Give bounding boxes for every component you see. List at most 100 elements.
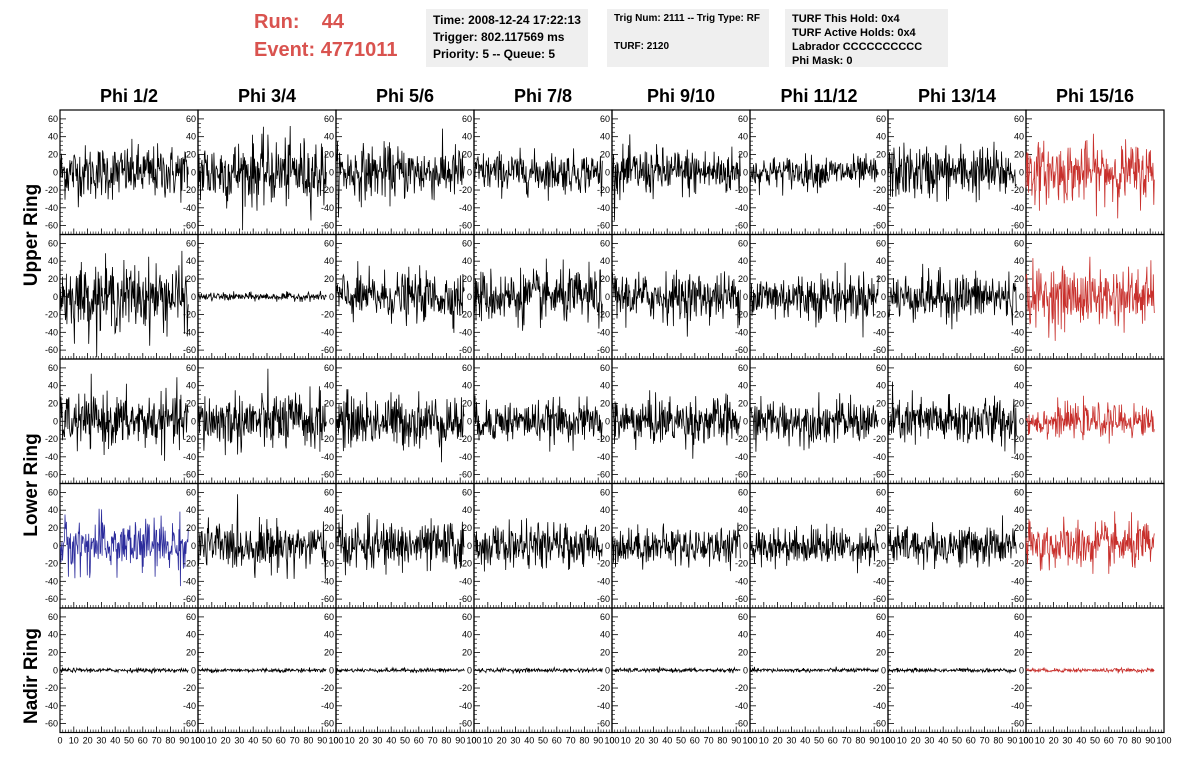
y-tick-label-r0-c4-3: 0 [605, 167, 610, 177]
x-tick-label-c1-0: 0 [195, 736, 200, 746]
column-header-phi-9-10: Phi 9/10 [646, 86, 716, 106]
y-tick-label-r2-c5-1: -40 [735, 452, 748, 462]
y-tick-label-r3-c4-3: 0 [605, 541, 610, 551]
y-tick-label-r0-c1-3: 0 [191, 167, 196, 177]
y-tick-label-r2-c3-4: 20 [462, 398, 472, 408]
y-tick-label-r3-c7-5: 40 [1014, 505, 1024, 515]
x-tick-label-c2-1: 10 [345, 736, 355, 746]
waveform-trace-r2-c0 [59, 373, 189, 461]
labrador-text: Labrador CCCCCCCCCC [792, 41, 923, 53]
y-tick-label-r2-c5-0: -60 [735, 470, 748, 480]
x-tick-label-c1-5: 50 [262, 736, 272, 746]
y-tick-label-r4-c2-4: 20 [324, 647, 334, 657]
waveform-trace-r2-c1 [197, 368, 327, 456]
y-tick-label-r1-c4-0: -60 [597, 345, 610, 355]
y-tick-label-r3-c3-2: -20 [459, 559, 472, 569]
y-tick-label-r4-c0-0: -60 [45, 719, 58, 729]
time-info-box: Time: 2008-12-24 17:22:13 Trigger: 802.1… [426, 9, 588, 67]
y-tick-label-r3-c6-4: 20 [876, 523, 886, 533]
x-tick-label-c2-6: 60 [414, 736, 424, 746]
y-tick-label-r1-c1-2: -20 [183, 310, 196, 320]
y-tick-label-r2-c1-2: -20 [183, 434, 196, 444]
y-tick-label-r1-c7-4: 20 [1014, 274, 1024, 284]
waveform-trace-r4-c0 [59, 666, 189, 674]
y-tick-label-r1-c7-0: -60 [1011, 345, 1024, 355]
x-tick-label-c1-6: 60 [276, 736, 286, 746]
y-tick-label-r1-c2-4: 20 [324, 274, 334, 284]
x-tick-label-c1-2: 20 [221, 736, 231, 746]
y-tick-label-r3-c2-0: -60 [321, 594, 334, 604]
run-event-block: Run: 44 Event: 4771011 [254, 8, 397, 64]
y-tick-label-r0-c1-0: -60 [183, 221, 196, 231]
x-tick-label-c7-6: 60 [1104, 736, 1114, 746]
y-tick-label-r3-c0-5: 40 [48, 505, 58, 515]
x-tick-label-c5-4: 40 [800, 736, 810, 746]
y-tick-label-r3-c5-6: 60 [738, 487, 748, 497]
x-tick-label-c0-10: 100 [190, 736, 205, 746]
y-tick-label-r3-c5-5: 40 [738, 505, 748, 515]
y-tick-label-r0-c2-6: 60 [324, 114, 334, 124]
y-tick-label-r0-c3-6: 60 [462, 114, 472, 124]
event-value: 4771011 [320, 39, 398, 61]
x-tick-label-c3-5: 50 [538, 736, 548, 746]
y-tick-label-r2-c7-3: 0 [1019, 416, 1024, 426]
y-tick-label-r0-c1-1: -40 [183, 203, 196, 213]
y-tick-label-r2-c4-4: 20 [600, 398, 610, 408]
y-tick-label-r0-c5-2: -20 [735, 185, 748, 195]
y-tick-label-r4-c5-3: 0 [743, 665, 748, 675]
y-tick-label-r2-c3-3: 0 [467, 416, 472, 426]
y-tick-label-r1-c2-6: 60 [324, 238, 334, 248]
y-tick-label-r0-c0-4: 20 [48, 149, 58, 159]
y-tick-label-r4-c4-6: 60 [600, 612, 610, 622]
y-tick-label-r3-c7-4: 20 [1014, 523, 1024, 533]
y-tick-label-r0-c7-4: 20 [1014, 149, 1024, 159]
y-tick-label-r0-c2-1: -40 [321, 203, 334, 213]
y-tick-label-r4-c3-4: 20 [462, 647, 472, 657]
x-tick-label-c2-8: 80 [441, 736, 451, 746]
y-tick-label-r0-c7-2: -20 [1011, 185, 1024, 195]
y-tick-label-r2-c7-0: -60 [1011, 470, 1024, 480]
y-tick-label-r1-c2-3: 0 [329, 292, 334, 302]
y-tick-label-r2-c4-6: 60 [600, 363, 610, 373]
y-tick-label-r4-c2-5: 40 [324, 630, 334, 640]
x-tick-label-c2-3: 30 [372, 736, 382, 746]
y-tick-label-r0-c5-6: 60 [738, 114, 748, 124]
y-tick-label-r3-c1-1: -40 [183, 576, 196, 586]
y-tick-label-r0-c1-6: 60 [186, 114, 196, 124]
waveform-trace-r4-c1 [197, 667, 327, 674]
y-tick-label-r2-c2-5: 40 [324, 381, 334, 391]
y-tick-label-r3-c5-4: 20 [738, 523, 748, 533]
y-tick-label-r1-c7-5: 40 [1014, 256, 1024, 266]
y-tick-label-r1-c6-1: -40 [873, 327, 886, 337]
trigger-text: Trigger: 802.117569 ms [433, 30, 565, 44]
waveform-trace-r4-c4 [611, 666, 741, 674]
x-tick-label-c4-1: 10 [621, 736, 631, 746]
y-tick-label-r1-c0-5: 40 [48, 256, 58, 266]
y-tick-label-r3-c6-0: -60 [873, 594, 886, 604]
y-tick-label-r4-c1-6: 60 [186, 612, 196, 622]
y-tick-label-r2-c6-2: -20 [873, 434, 886, 444]
x-tick-label-c5-1: 10 [759, 736, 769, 746]
y-tick-label-r0-c4-2: -20 [597, 185, 610, 195]
y-tick-label-r0-c3-5: 40 [462, 132, 472, 142]
x-tick-label-c5-2: 20 [773, 736, 783, 746]
y-tick-label-r2-c2-6: 60 [324, 363, 334, 373]
y-tick-label-r4-c7-2: -20 [1011, 683, 1024, 693]
y-tick-label-r4-c0-6: 60 [48, 612, 58, 622]
x-tick-label-c2-0: 0 [333, 736, 338, 746]
waveform-trace-r2-c3 [473, 395, 603, 452]
x-tick-label-c7-1: 10 [1035, 736, 1045, 746]
y-tick-label-r1-c0-0: -60 [45, 345, 58, 355]
y-tick-label-r2-c5-4: 20 [738, 398, 748, 408]
y-tick-label-r3-c6-3: 0 [881, 541, 886, 551]
x-tick-label-c3-3: 30 [510, 736, 520, 746]
y-tick-label-r4-c2-1: -40 [321, 701, 334, 711]
y-tick-label-r3-c5-1: -40 [735, 576, 748, 586]
y-tick-label-r0-c4-5: 40 [600, 132, 610, 142]
y-tick-label-r0-c1-2: -20 [183, 185, 196, 195]
y-tick-label-r3-c0-4: 20 [48, 523, 58, 533]
x-tick-label-c6-4: 40 [938, 736, 948, 746]
y-tick-label-r4-c4-4: 20 [600, 647, 610, 657]
y-tick-label-r4-c7-1: -40 [1011, 701, 1024, 711]
y-tick-label-r4-c1-4: 20 [186, 647, 196, 657]
